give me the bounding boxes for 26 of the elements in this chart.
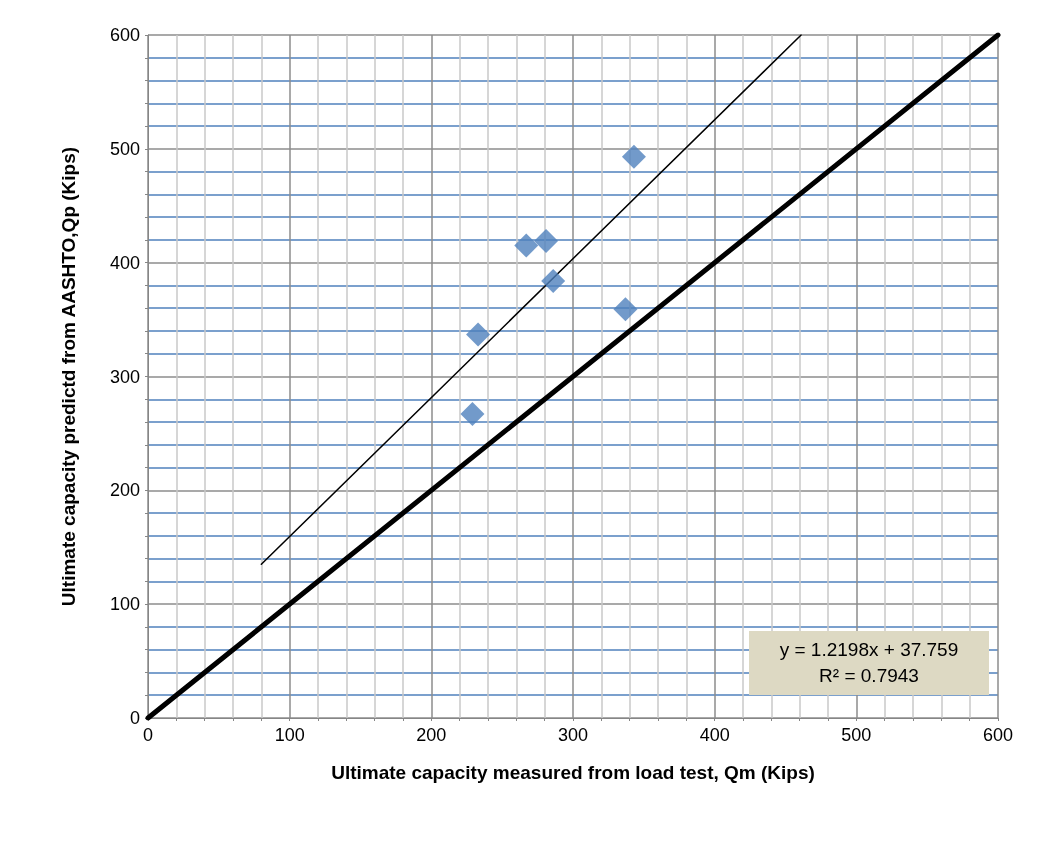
point (621, 144, 646, 169)
annotation: y = 1.2198x + 37.759 (778, 638, 960, 662)
annotation: R² = 0.7943 (818, 664, 920, 688)
note-box: y = 1.2198x + 37.759 R² = 0.7943 (749, 631, 989, 695)
y-tick-label: 400 (109, 252, 140, 273)
x-tick-label: 0 (142, 725, 154, 745)
x-tick-label: 200 (416, 725, 447, 745)
y-tick-label: 600 (109, 25, 140, 45)
y-tick-label: 500 (109, 138, 140, 159)
y-axis-title: Ultimate capacity predictd from AASHTO,Qp (Kips) (58, 146, 79, 607)
x-tick-label: 100 (274, 725, 305, 745)
y-tick-label: 0 (129, 708, 140, 728)
x-tick-label: 400 (699, 725, 730, 745)
x-axis-title: Ultimate capacity measured from load test, Qm (Kips) (331, 762, 815, 783)
point (534, 229, 559, 254)
x-tick-label: 300 (557, 725, 589, 745)
y-tick-label: 200 (109, 480, 140, 501)
point (541, 268, 566, 293)
x-tick-label: 600 (982, 725, 1014, 745)
point (613, 297, 638, 322)
point (460, 402, 485, 427)
point (466, 322, 491, 347)
x-tick-label: 500 (841, 725, 872, 745)
y-tick-label: 100 (109, 594, 140, 615)
point (514, 233, 539, 258)
y-tick-label: 300 (109, 366, 140, 387)
